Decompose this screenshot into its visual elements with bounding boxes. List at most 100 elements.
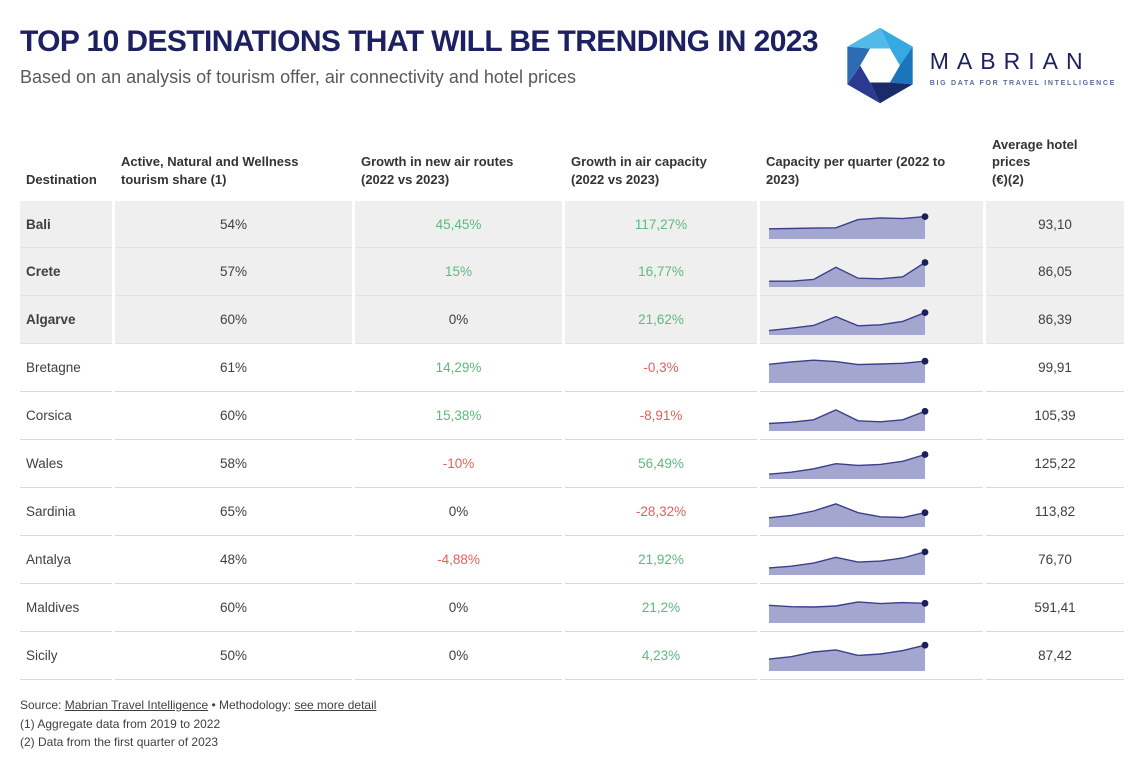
sparkline-area: [769, 409, 925, 431]
source-label: Source:: [20, 698, 65, 713]
air-routes-growth-cell: 15,38%: [355, 392, 562, 441]
sparkline-endpoint-dot: [921, 641, 929, 649]
sparkline-endpoint-dot: [921, 258, 929, 266]
column-header-avg-hotel-prices: Average hotel prices (€)(2): [992, 136, 1078, 187]
aperture-hexagon-icon: [844, 26, 916, 110]
air-routes-growth-cell: 45,45%: [355, 200, 562, 249]
sparkline-line: [769, 261, 926, 282]
air-capacity-growth-cell: -8,91%: [565, 392, 757, 441]
footnote-1: (1) Aggregate data from 2019 to 2022: [20, 716, 221, 731]
sparkline-endpoint-dot: [921, 508, 929, 516]
destination-cell: Bali: [20, 200, 112, 249]
air-capacity-growth-cell: 117,27%: [565, 200, 757, 249]
sparkline-line: [768, 502, 926, 519]
methodology-link[interactable]: see more detail: [294, 698, 377, 713]
capacity-sparkline: [760, 200, 983, 249]
sparkline-endpoint-dot: [921, 407, 929, 415]
destination-cell: Wales: [20, 440, 112, 489]
capacity-sparkline: [760, 632, 983, 681]
sparkline-area: [769, 644, 925, 671]
air-routes-growth-cell: 0%: [355, 488, 562, 537]
table-header-row: Destination Active, Natural and Wellness t…: [20, 136, 1124, 201]
sparkline-area: [769, 503, 925, 527]
avg-hotel-price-cell: 76,70: [986, 536, 1124, 585]
tourism-share-cell: 50%: [115, 632, 352, 681]
table-row: Bali 54% 45,45% 117,27% 93,10: [20, 200, 1124, 249]
column-header-capacity-per-quarter: Capacity per quarter (2022 to 2023): [766, 154, 946, 187]
destination-cell: Maldives: [20, 584, 112, 633]
table-row: Maldives 60% 0% 21,2% 591,41: [20, 584, 1124, 633]
air-routes-growth-cell: 0%: [355, 584, 562, 633]
air-capacity-growth-cell: -0,3%: [565, 344, 757, 393]
sparkline-endpoint-dot: [921, 548, 929, 555]
avg-hotel-price-cell: 105,39: [986, 392, 1124, 441]
sparkline-line: [768, 408, 926, 424]
sparkline-area: [769, 359, 925, 383]
column-header-tourism-share: Active, Natural and Wellness tourism shar…: [121, 154, 299, 187]
sparkline-area: [769, 454, 925, 479]
table-row: Antalya 48% -4,88% 21,92% 76,70: [20, 536, 1124, 585]
table-row: Wales 58% -10% 56,49% 125,22: [20, 440, 1124, 489]
destination-cell: Crete: [20, 248, 112, 297]
destination-cell: Algarve: [20, 296, 112, 345]
sparkline-area: [769, 551, 925, 575]
avg-hotel-price-cell: 93,10: [986, 200, 1124, 249]
footnote-2: (2) Data from the first quarter of 2023: [20, 735, 219, 750]
page-subtitle: Based on an analysis of tourism offer, a…: [20, 66, 576, 87]
capacity-sparkline: [760, 584, 983, 633]
tourism-share-cell: 57%: [115, 248, 352, 297]
avg-hotel-price-cell: 125,22: [986, 440, 1124, 489]
sparkline-line: [768, 216, 926, 230]
sparkline-line: [768, 644, 926, 660]
avg-hotel-price-cell: 86,05: [986, 248, 1124, 297]
tourism-share-cell: 58%: [115, 440, 352, 489]
column-header-air-routes-growth: Growth in new air routes (2022 vs 2023): [361, 154, 514, 187]
table-row: Bretagne 61% 14,29% -0,3% 99,91: [20, 344, 1124, 393]
capacity-sparkline: [760, 344, 983, 393]
source-link[interactable]: Mabrian Travel Intelligence: [64, 698, 209, 713]
air-capacity-growth-cell: 21,62%: [565, 296, 757, 345]
table-body: Bali 54% 45,45% 117,27% 93,10 Crete 57% 15% 16,7…: [20, 200, 1124, 681]
table-row: Crete 57% 15% 16,77% 86,05: [20, 248, 1124, 297]
sparkline-line: [768, 550, 926, 569]
page-title: TOP 10 DESTINATIONS THAT WILL BE TRENDIN…: [20, 25, 819, 58]
air-routes-growth-cell: 14,29%: [355, 344, 562, 393]
avg-hotel-price-cell: 86,39: [986, 296, 1124, 345]
tourism-share-cell: 60%: [115, 392, 352, 441]
destination-cell: Corsica: [20, 392, 112, 441]
avg-hotel-price-cell: 591,41: [986, 584, 1124, 633]
air-capacity-growth-cell: 56,49%: [565, 440, 757, 489]
air-routes-growth-cell: 0%: [355, 632, 562, 681]
air-capacity-growth-cell: 16,77%: [565, 248, 757, 297]
destination-cell: Bretagne: [20, 344, 112, 393]
tourism-share-cell: 54%: [115, 200, 352, 249]
sparkline-line: [768, 453, 926, 475]
page-header: TOP 10 DESTINATIONS THAT WILL BE TRENDIN…: [0, 0, 1144, 104]
destination-cell: Antalya: [20, 536, 112, 585]
sparkline-area: [769, 312, 925, 335]
destination-cell: Sicily: [20, 632, 112, 681]
air-routes-growth-cell: 15%: [355, 248, 562, 297]
air-routes-growth-cell: 0%: [355, 296, 562, 345]
sparkline-area: [769, 601, 925, 623]
destinations-table: Destination Active, Natural and Wellness t…: [20, 136, 1124, 681]
air-capacity-growth-cell: 21,2%: [565, 584, 757, 633]
tourism-share-cell: 65%: [115, 488, 352, 537]
sparkline-endpoint-dot: [921, 357, 929, 365]
air-capacity-growth-cell: 4,23%: [565, 632, 757, 681]
sparkline-endpoint-dot: [921, 213, 929, 221]
logo-text-block: MABRIAN BIG DATA FOR TRAVEL INTELLIGENCE: [930, 49, 1116, 87]
tourism-share-cell: 61%: [115, 344, 352, 393]
capacity-sparkline: [760, 440, 983, 489]
table-row: Sicily 50% 0% 4,23% 87,42: [20, 632, 1124, 681]
table-row: Corsica 60% 15,38% -8,91% 105,39: [20, 392, 1124, 441]
capacity-sparkline: [760, 488, 983, 537]
sparkline-endpoint-dot: [921, 450, 929, 458]
capacity-sparkline: [760, 392, 983, 441]
tourism-share-cell: 60%: [115, 296, 352, 345]
mabrian-logo: MABRIAN BIG DATA FOR TRAVEL INTELLIGENCE: [844, 26, 1116, 110]
avg-hotel-price-cell: 99,91: [986, 344, 1124, 393]
sparkline-line: [768, 359, 926, 365]
table-row: Sardinia 65% 0% -28,32% 113,82: [20, 488, 1124, 537]
